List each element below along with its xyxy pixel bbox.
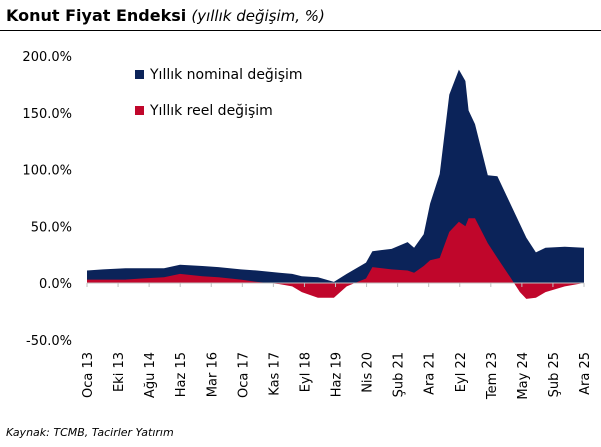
x-tick-label: Şub 21 <box>392 352 407 397</box>
y-tick-label: 200.0% <box>22 50 72 65</box>
x-tick-label: Ara 25 <box>578 352 593 395</box>
x-tick-label: Mar 16 <box>205 352 220 397</box>
x-tick-label: Şub 25 <box>547 352 562 397</box>
x-tick-label: May 24 <box>516 352 531 400</box>
x-tick-label: Eyl 18 <box>298 352 313 392</box>
x-tick-label: Eyl 22 <box>454 352 469 392</box>
legend-label: Yıllık nominal değişim <box>149 67 303 83</box>
x-tick-label: Oca 17 <box>236 352 251 398</box>
x-tick-label: Eki 13 <box>112 352 127 392</box>
legend-swatch <box>135 70 144 79</box>
y-tick-label: 150.0% <box>22 107 72 122</box>
x-tick-label: Oca 13 <box>81 352 96 398</box>
x-tick-label: Ara 21 <box>423 352 438 395</box>
chart-title: Konut Fiyat Endeksi (yıllık değişim, %) <box>6 6 325 25</box>
source-note: Kaynak: TCMB, Tacirler Yatırım <box>6 426 174 439</box>
nominal-area <box>87 69 584 283</box>
legend-label: Yıllık reel değişim <box>149 103 273 119</box>
x-tick-label: Kas 17 <box>267 352 282 396</box>
y-tick-label: 0.0% <box>39 277 72 292</box>
title-rule <box>0 30 601 31</box>
x-tick-label: Haz 15 <box>174 352 189 397</box>
x-tick-label: Ağu 14 <box>143 352 158 398</box>
x-tick-label: Haz 19 <box>330 352 345 397</box>
real-area <box>87 218 584 299</box>
y-tick-label: 50.0% <box>31 220 72 235</box>
y-tick-label: 100.0% <box>22 164 72 179</box>
x-tick-label: Tem 23 <box>485 352 500 400</box>
x-tick-label: Nis 20 <box>361 352 376 393</box>
legend-swatch <box>135 106 144 115</box>
y-tick-label: -50.0% <box>26 334 72 349</box>
